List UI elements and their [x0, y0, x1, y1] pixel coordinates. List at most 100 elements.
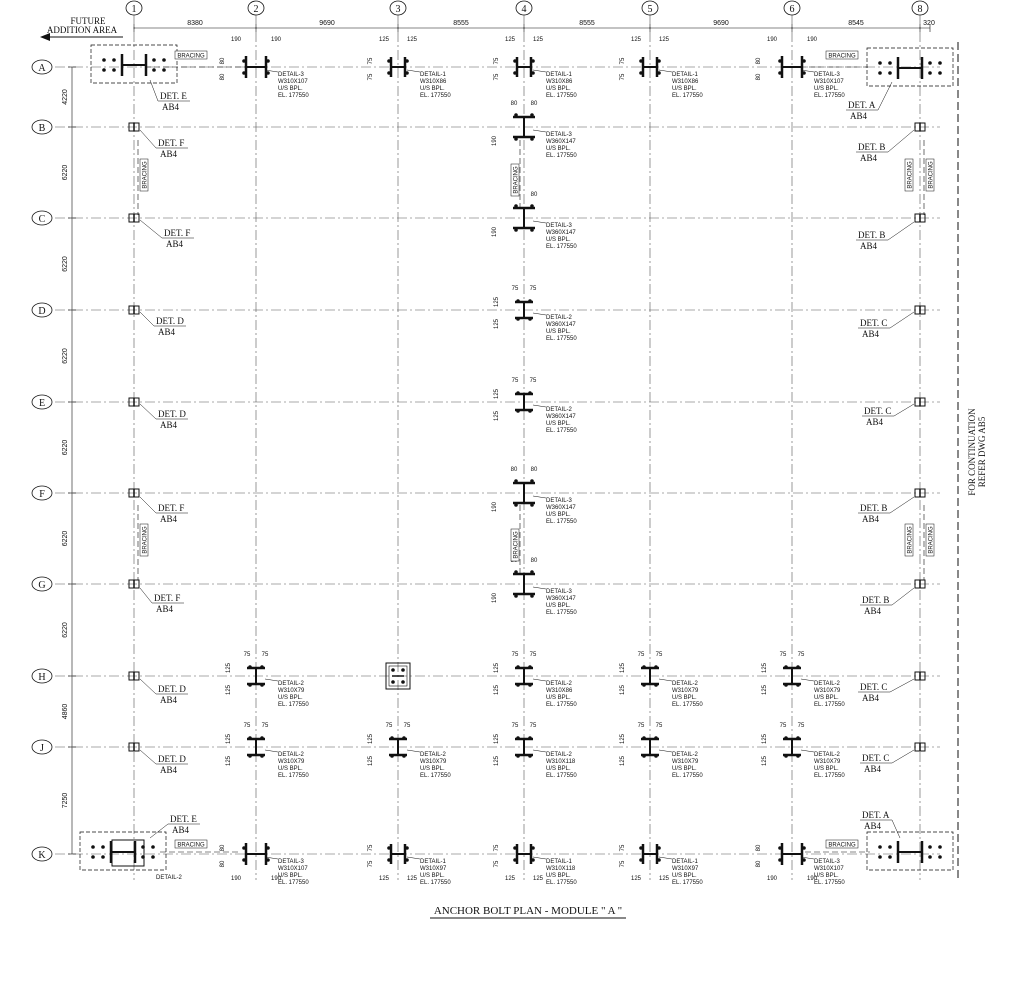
- det-sheet-ref: AB4: [862, 693, 880, 703]
- grid-bubble-row-B: [31, 119, 53, 135]
- anchor-bolt: [657, 846, 661, 850]
- section-size-k6: W310X107: [814, 866, 844, 872]
- dimension-text: 80: [220, 73, 226, 80]
- dimension-text: 75: [620, 73, 626, 80]
- ubpl-a6: U/S BPL.: [814, 86, 839, 92]
- continuation-line-2: REFER DWG AB5: [977, 416, 987, 487]
- bracing-tag: [904, 158, 914, 192]
- bracing-text: BRACING: [143, 161, 149, 189]
- bracing-text: BRACING: [177, 54, 205, 60]
- det-sheet-ref: AB4: [172, 825, 190, 835]
- anchor-bolt: [530, 113, 534, 117]
- ubpl-d4: U/S BPL.: [546, 329, 571, 335]
- bracing-tag: [904, 523, 914, 557]
- ubpl-j4: U/S BPL.: [546, 766, 571, 772]
- k1-inner-plate: [111, 839, 145, 867]
- dimension-text: 75: [620, 860, 626, 867]
- dimension-text: 75: [620, 844, 626, 851]
- anchor-bolt: [654, 736, 658, 740]
- ubpl-f4: U/S BPL.: [546, 512, 571, 518]
- elevation-k2: EL. 177550: [278, 880, 309, 886]
- detail-ref-h2: DETAIL-2: [278, 681, 305, 687]
- anchor-bolt: [530, 228, 534, 232]
- anchor-bolt: [878, 845, 882, 849]
- corner-column-K8: [866, 831, 954, 871]
- grid-bubble-col-3: [389, 0, 407, 16]
- anchor-bolt: [928, 855, 932, 859]
- detail-ref-j6: DETAIL-2: [814, 752, 841, 758]
- dimension-text: 125: [762, 662, 768, 673]
- dimension-text: 125: [494, 318, 500, 329]
- anchor-bolt: [387, 59, 391, 63]
- section-size-j6: W310X79: [814, 759, 841, 765]
- anchor-bolt: [152, 58, 156, 62]
- ubpl-c4: U/S BPL.: [546, 237, 571, 243]
- det-sheet-ref: AB4: [864, 606, 882, 616]
- dimension-text: 75: [780, 723, 787, 729]
- elevation-k5: EL. 177550: [672, 880, 703, 886]
- row-spacing-3: 6220: [62, 348, 69, 364]
- section-size-h5: W310X79: [672, 688, 699, 694]
- det-leader: [891, 749, 915, 764]
- grid-bubble-row-K: [31, 846, 53, 862]
- det-leader: [887, 129, 915, 153]
- bracing-text: BRACING: [514, 531, 520, 559]
- detail-ref-a3: DETAIL-1: [420, 72, 447, 78]
- section-size-k4: W310X118: [546, 866, 576, 872]
- bracing-tag: [139, 523, 149, 557]
- column-j3: 75 75 125 125: [368, 723, 411, 766]
- anchor-bolt: [91, 845, 95, 849]
- dimension-text: 75: [638, 652, 645, 658]
- bracing-A-12: BRACING: [174, 50, 208, 60]
- bracing-text: BRACING: [908, 161, 914, 189]
- grid-bubble-col-8: [911, 0, 929, 16]
- grid-bubble-col-6: [783, 0, 801, 16]
- dimension-text: 125: [379, 876, 390, 882]
- elevation-j2: EL. 177550: [278, 773, 309, 779]
- anchor-bolt: [528, 665, 532, 669]
- det-label: DET. C: [862, 753, 889, 763]
- det-sheet-ref: AB4: [866, 417, 884, 427]
- anchor-bolt: [528, 683, 532, 687]
- anchor-bolt: [531, 59, 535, 63]
- row-spacing-0: 4220: [62, 89, 69, 105]
- section-size-j3: W310X79: [420, 759, 447, 765]
- edge-column-F-1: [128, 488, 140, 498]
- bracing-K-68: BRACING: [825, 839, 859, 849]
- det-leader: [139, 311, 155, 327]
- dimension-text: 125: [226, 662, 232, 673]
- bracing-rot: BRACING: [510, 528, 520, 562]
- dimension-text: 125: [505, 876, 516, 882]
- anchor-bolt: [401, 668, 405, 672]
- grid-bubble-row-D: [31, 302, 53, 318]
- ubpl-a2: U/S BPL.: [278, 86, 303, 92]
- anchor-bolt: [513, 846, 517, 850]
- edge-column-G-8: [914, 579, 926, 589]
- anchor-bolt: [531, 858, 535, 862]
- dimension-text: 75: [530, 286, 537, 292]
- dimension-text: 125: [494, 684, 500, 695]
- leader-k3: [406, 856, 421, 860]
- det-sheet-ref: AB4: [862, 514, 880, 524]
- dimension-text: 190: [492, 226, 498, 237]
- anchor-bolt: [642, 665, 646, 669]
- dimension-text: 190: [767, 37, 778, 43]
- bracing-text: BRACING: [828, 54, 856, 60]
- anchor-bolt: [928, 61, 932, 65]
- bracing-B-C-8b: BRACING: [925, 158, 935, 192]
- dimension-text: 75: [530, 652, 537, 658]
- dimension-text: 75: [404, 723, 411, 729]
- anchor-bolt: [928, 845, 932, 849]
- anchor-bolt: [528, 391, 532, 395]
- dimension-text: 75: [494, 844, 500, 851]
- corner-column-K1: [79, 831, 167, 871]
- dimension-text: 125: [226, 755, 232, 766]
- dimension-text: 75: [368, 57, 374, 64]
- section-size-a2: W310X107: [278, 79, 308, 85]
- baseplate-inner: [388, 665, 408, 687]
- dimension-text: 75: [494, 73, 500, 80]
